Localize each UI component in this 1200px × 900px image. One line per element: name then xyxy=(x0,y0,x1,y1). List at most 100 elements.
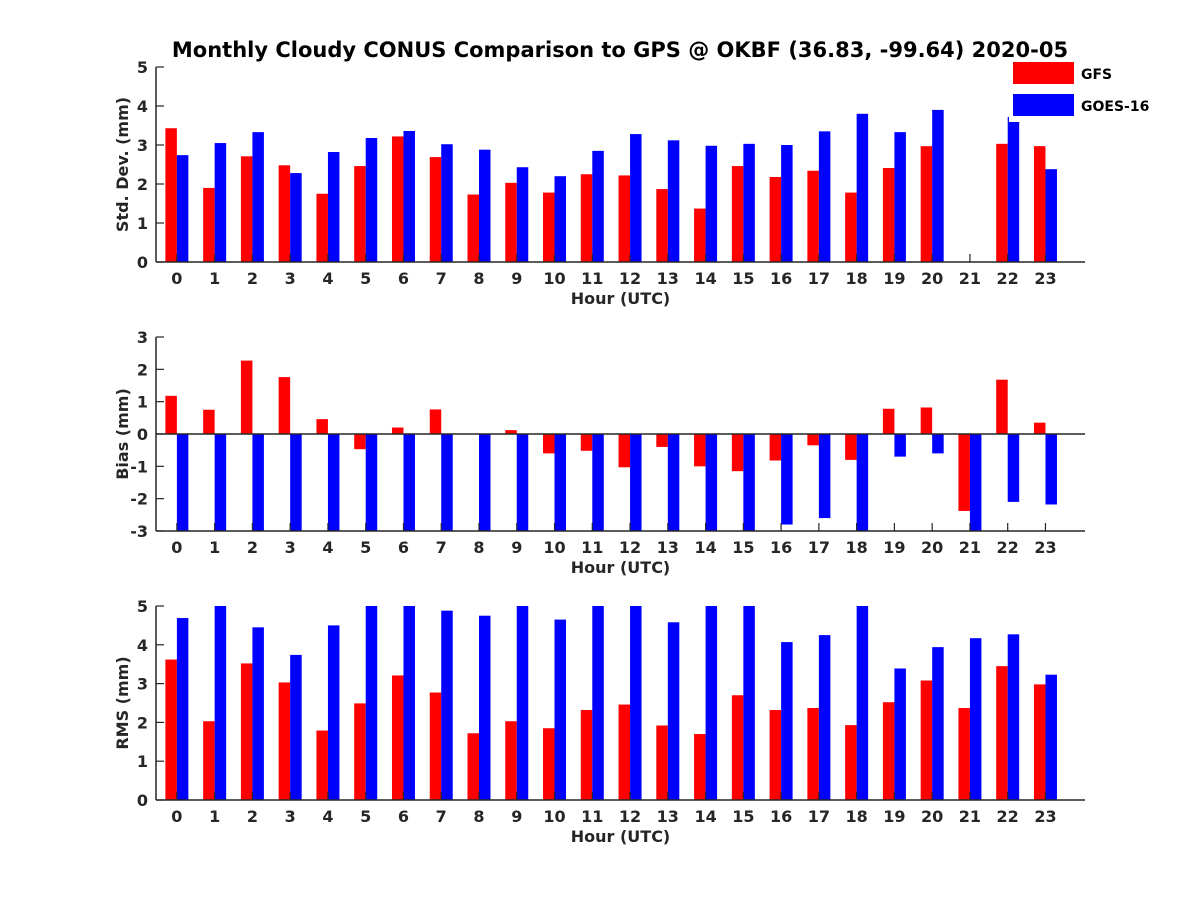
bar-gfs-hour-16 xyxy=(769,709,782,800)
x-tick-label: 4 xyxy=(322,269,333,288)
x-tick-label: 3 xyxy=(285,269,296,288)
x-tick-label: 20 xyxy=(921,807,943,826)
y-tick-label: 2 xyxy=(137,713,148,732)
bar-gfs-hour-5 xyxy=(354,166,366,262)
bar-gfs-hour-0 xyxy=(165,395,177,434)
bar-goes-16-hour-23 xyxy=(1045,434,1057,505)
bar-goes-16-hour-4 xyxy=(327,152,340,262)
x-tick-label: 7 xyxy=(436,538,447,557)
x-tick-label: 16 xyxy=(770,538,792,557)
bar-gfs-hour-2 xyxy=(240,156,253,262)
bar-gfs-hour-9 xyxy=(505,430,517,434)
bar-gfs-hour-3 xyxy=(278,165,291,262)
bar-goes-16-hour-18 xyxy=(856,434,869,531)
bar-goes-16-hour-20 xyxy=(932,647,944,800)
bar-gfs-hour-4 xyxy=(316,419,328,434)
x-tick-label: 16 xyxy=(770,807,792,826)
bar-gfs-hour-20 xyxy=(920,146,933,262)
x-tick-label: 14 xyxy=(694,538,716,557)
x-tick-label: 0 xyxy=(171,807,182,826)
bar-goes-16-hour-19 xyxy=(894,668,906,800)
bar-goes-16-hour-19 xyxy=(894,132,906,262)
x-tick-label: 3 xyxy=(285,538,296,557)
x-tick-label: 7 xyxy=(436,269,447,288)
bar-goes-16-hour-6 xyxy=(403,434,415,531)
bar-goes-16-hour-2 xyxy=(252,627,264,800)
y-tick-label: 1 xyxy=(137,214,148,233)
bar-goes-16-hour-0 xyxy=(176,618,189,800)
bar-gfs-hour-7 xyxy=(429,409,442,434)
bar-goes-16-hour-3 xyxy=(290,654,302,800)
bar-goes-16-hour-17 xyxy=(818,434,831,519)
bar-gfs-hour-19 xyxy=(882,408,895,434)
x-tick-label: 1 xyxy=(209,807,220,826)
x-tick-label: 18 xyxy=(846,807,868,826)
legend-label-goes-16: GOES-16 xyxy=(1081,99,1149,115)
bar-goes-16-hour-8 xyxy=(479,149,491,262)
bar-gfs-hour-11 xyxy=(580,174,593,262)
bar-goes-16-hour-12 xyxy=(630,606,642,800)
x-tick-label: 20 xyxy=(921,538,943,557)
bar-gfs-hour-21 xyxy=(958,434,970,511)
bar-gfs-hour-16 xyxy=(769,176,782,262)
bar-gfs-hour-8 xyxy=(467,194,479,262)
bar-gfs-hour-23 xyxy=(1033,146,1046,262)
bar-goes-16-hour-7 xyxy=(441,144,453,262)
bar-gfs-hour-6 xyxy=(391,427,404,434)
bar-gfs-hour-12 xyxy=(618,704,631,800)
x-tick-label: 13 xyxy=(657,807,679,826)
bar-goes-16-hour-16 xyxy=(781,434,793,525)
bar-goes-16-hour-9 xyxy=(516,167,529,262)
bar-gfs-hour-9 xyxy=(505,721,517,800)
x-tick-label: 23 xyxy=(1034,269,1056,288)
bar-gfs-hour-2 xyxy=(240,663,253,800)
bar-gfs-hour-21 xyxy=(958,708,970,800)
y-tick-label: 0 xyxy=(137,425,148,444)
bar-gfs-hour-1 xyxy=(203,187,215,262)
bar-goes-16-hour-8 xyxy=(479,434,491,531)
x-tick-label: 2 xyxy=(247,807,258,826)
bar-goes-16-hour-19 xyxy=(894,434,906,457)
bar-goes-16-hour-8 xyxy=(479,615,491,800)
bar-goes-16-hour-14 xyxy=(705,434,718,531)
x-tick-label: 22 xyxy=(997,269,1019,288)
bar-goes-16-hour-0 xyxy=(176,434,189,531)
y-axis-label: RMS (mm) xyxy=(113,656,132,749)
x-tick-label: 8 xyxy=(473,807,484,826)
x-axis-label: Hour (UTC) xyxy=(571,289,671,308)
bar-goes-16-hour-13 xyxy=(667,434,680,531)
bar-gfs-hour-17 xyxy=(807,434,819,446)
bar-gfs-hour-8 xyxy=(467,733,479,800)
bar-goes-16-hour-21 xyxy=(969,638,982,800)
bar-goes-16-hour-15 xyxy=(743,434,755,531)
bar-gfs-hour-19 xyxy=(882,168,895,262)
bar-gfs-hour-12 xyxy=(618,175,631,262)
bar-gfs-hour-10 xyxy=(543,192,555,262)
x-tick-label: 14 xyxy=(694,269,716,288)
bar-goes-16-hour-23 xyxy=(1045,169,1057,262)
bar-goes-16-hour-9 xyxy=(516,606,529,800)
x-tick-label: 9 xyxy=(511,807,522,826)
bar-goes-16-hour-10 xyxy=(554,619,567,800)
y-axis-label: Std. Dev. (mm) xyxy=(113,97,132,232)
x-tick-label: 22 xyxy=(997,807,1019,826)
x-tick-label: 1 xyxy=(209,538,220,557)
bar-gfs-hour-9 xyxy=(505,182,517,262)
bar-goes-16-hour-2 xyxy=(252,132,264,262)
bar-gfs-hour-10 xyxy=(543,728,555,800)
bar-goes-16-hour-5 xyxy=(365,434,378,531)
bar-gfs-hour-7 xyxy=(429,157,442,262)
x-tick-label: 15 xyxy=(732,538,754,557)
y-tick-label: 5 xyxy=(137,597,148,616)
bar-goes-16-hour-22 xyxy=(1007,434,1020,502)
bar-gfs-hour-3 xyxy=(278,682,291,800)
bar-goes-16-hour-22 xyxy=(1007,634,1020,800)
y-axis-label: Bias (mm) xyxy=(113,388,132,480)
bar-gfs-hour-4 xyxy=(316,193,328,262)
x-tick-label: 5 xyxy=(360,538,371,557)
x-tick-label: 17 xyxy=(808,269,830,288)
bar-gfs-hour-22 xyxy=(996,143,1008,262)
